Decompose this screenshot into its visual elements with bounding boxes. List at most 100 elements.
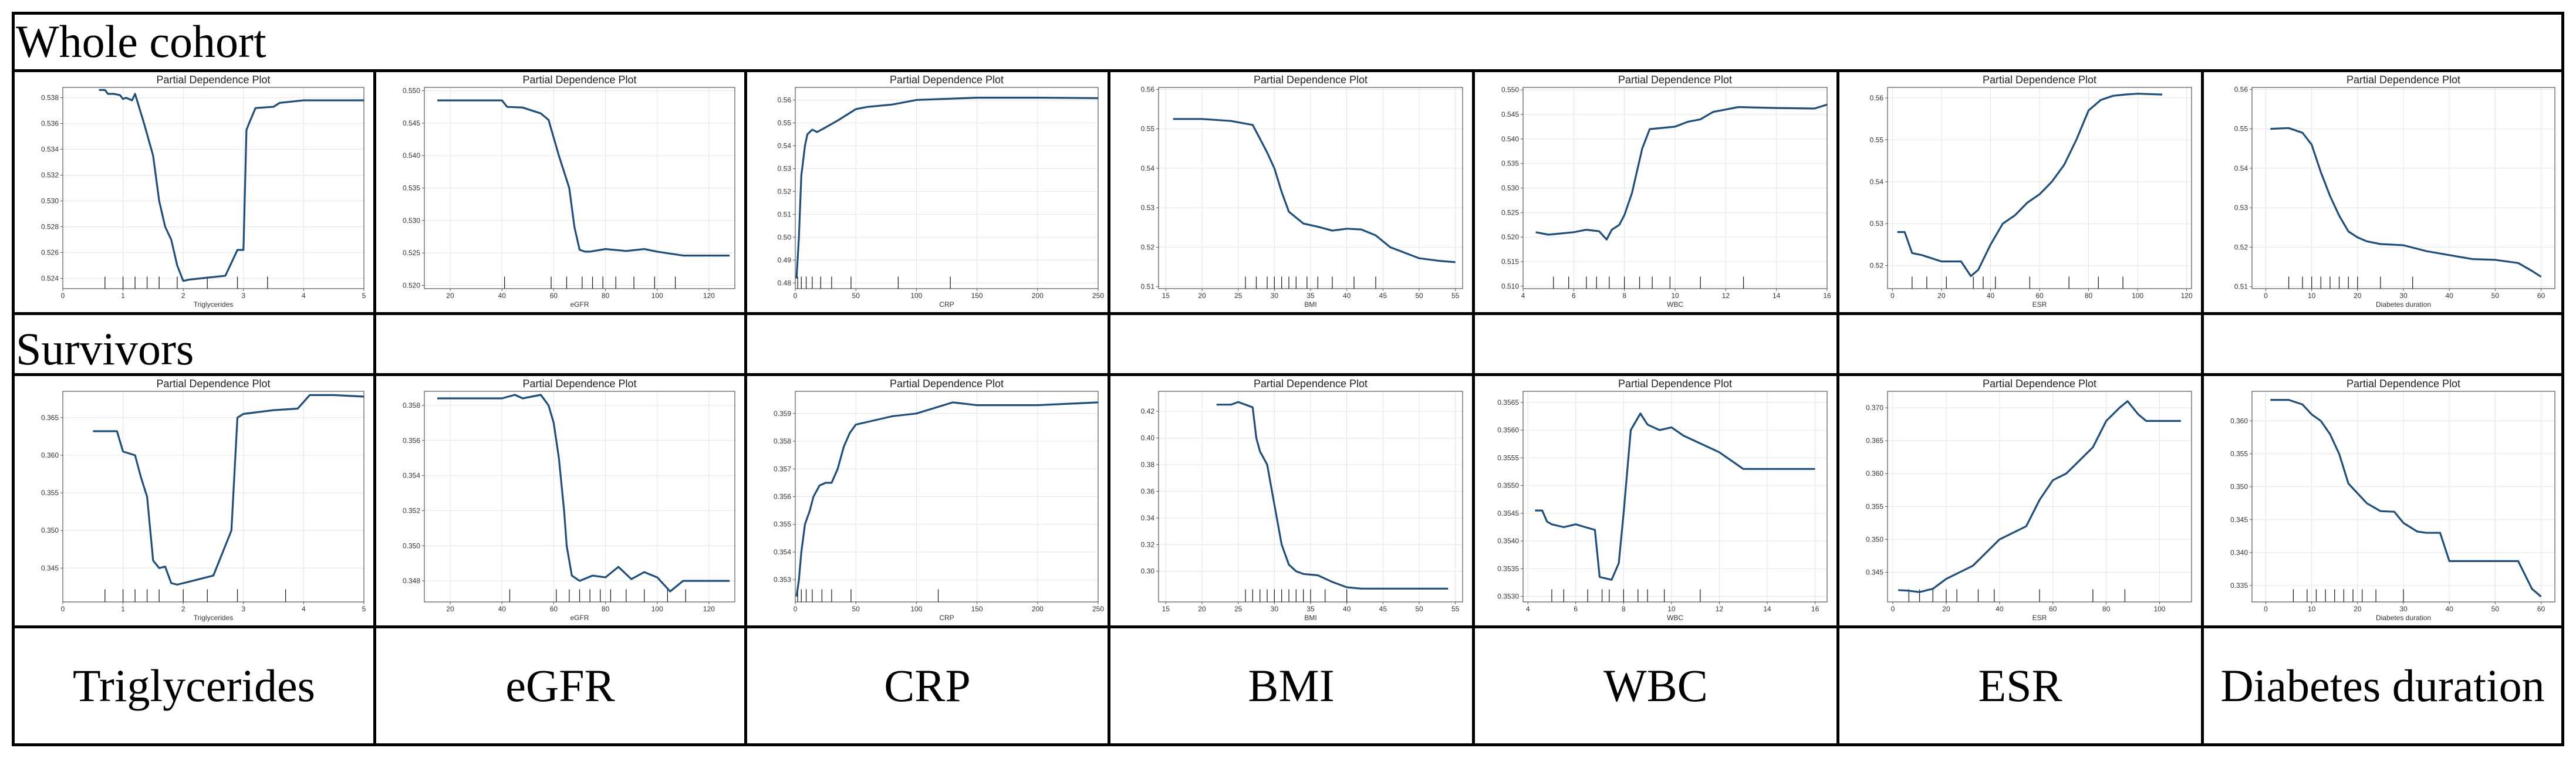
y-tick-label: 0.52 [778, 187, 792, 195]
x-tick-label: 120 [2181, 292, 2193, 300]
y-tick-label: 0.345 [1866, 568, 1883, 577]
x-tick-label: 14 [1773, 292, 1781, 300]
chart-title: Partial Dependence Plot [156, 378, 270, 390]
x-tick-label: 6 [1572, 292, 1576, 300]
x-tick-label: 60 [550, 605, 558, 613]
y-tick-label: 0.54 [2234, 164, 2248, 172]
x-axis-label: Triglycerides [194, 614, 234, 622]
y-tick-label: 0.355 [774, 520, 791, 529]
x-tick-label: 100 [2153, 605, 2165, 613]
column-divider [1108, 69, 1110, 746]
pdp-line [437, 394, 730, 593]
chart-title: Partial Dependence Plot [1254, 74, 1368, 86]
y-tick-label: 0.540 [403, 151, 420, 160]
x-axis-label: Triglycerides [194, 300, 234, 309]
column-divider [744, 69, 747, 746]
pdp-chart-cell: Partial Dependence Plot 4 6 8 10 12 14 16 0.3530… [1475, 376, 1836, 625]
y-tick-label: 0.357 [774, 465, 791, 473]
divider [12, 373, 2564, 376]
x-tick-label: 8 [1622, 605, 1626, 613]
y-tick-label: 0.534 [41, 145, 59, 154]
y-tick-label: 0.350 [41, 526, 59, 534]
x-tick-label: 40 [1996, 605, 2004, 613]
x-tick-label: 0 [1891, 605, 1895, 613]
x-tick-label: 60 [550, 292, 558, 300]
y-tick-label: 0.348 [403, 577, 420, 585]
y-tick-label: 0.345 [41, 564, 59, 572]
x-tick-label: 2 [181, 605, 185, 613]
x-axis-label: eGFR [570, 614, 589, 622]
pdp-chart-cell: Partial Dependence Plot 0 20 40 60 80 100 120 0.… [1839, 72, 2201, 312]
x-tick-label: 80 [602, 605, 610, 613]
x-tick-label: 60 [2049, 605, 2057, 613]
x-tick-label: 200 [1032, 292, 1044, 300]
column-divider [1472, 69, 1475, 746]
x-tick-label: 1 [121, 605, 125, 613]
y-tick-label: 0.350 [403, 542, 420, 550]
feature-label-esr: ESR [1978, 659, 2062, 711]
y-tick-label: 0.520 [1501, 233, 1519, 241]
x-tick-label: 50 [1415, 605, 1423, 613]
y-tick-label: 0.358 [403, 401, 420, 410]
column-divider [1836, 69, 1839, 746]
pdp-chart-cell: Partial Dependence Plot 0 50 100 150 200 250 0.… [747, 376, 1108, 625]
x-tick-label: 12 [1716, 605, 1724, 613]
x-tick-label: 35 [1306, 605, 1315, 613]
x-axis-label: CRP [939, 614, 954, 622]
y-tick-label: 0.360 [41, 451, 59, 459]
pdp-chart-cell: Partial Dependence Plot 0 20 40 60 80 100 0.345… [1839, 376, 2201, 625]
y-tick-label: 0.51 [2234, 283, 2248, 291]
y-tick-label: 0.530 [41, 197, 59, 205]
y-tick-label: 0.550 [403, 87, 420, 95]
x-tick-label: 30 [1271, 292, 1279, 300]
x-tick-label: 55 [1451, 292, 1460, 300]
pdp-chart-cell: Partial Dependence Plot 20 40 60 80 100 120 0.3… [376, 376, 744, 625]
y-tick-label: 0.355 [2230, 450, 2248, 458]
x-tick-label: 40 [1343, 292, 1351, 300]
chart-title: Partial Dependence Plot [890, 378, 1004, 390]
y-tick-label: 0.3560 [1497, 426, 1519, 434]
y-tick-label: 0.356 [403, 436, 420, 445]
pdp-line [795, 401, 1099, 597]
pdp-chart: Partial Dependence Plot 0 1 2 3 4 5 0.345 0.350 0… [41, 378, 366, 622]
y-tick-label: 0.340 [2230, 549, 2248, 557]
y-tick-label: 0.356 [774, 493, 791, 501]
y-tick-label: 0.54 [778, 141, 792, 150]
pdp-chart: Partial Dependence Plot 15 20 25 30 35 40 45 50 5… [1141, 378, 1463, 622]
x-tick-label: 60 [2035, 292, 2044, 300]
x-tick-label: 16 [1811, 605, 1819, 613]
feature-label-wbc: WBC [1603, 659, 1708, 711]
y-tick-label: 0.540 [1501, 135, 1519, 143]
x-tick-label: 0 [794, 605, 798, 613]
y-tick-label: 0.54 [1870, 178, 1884, 186]
y-tick-label: 0.53 [778, 164, 792, 172]
x-tick-label: 120 [703, 605, 715, 613]
y-tick-label: 0.530 [403, 216, 420, 225]
row-title-survivors: Survivors [16, 323, 194, 374]
x-tick-label: 50 [2491, 605, 2500, 613]
pdp-line [2270, 127, 2542, 278]
column-divider [2201, 69, 2204, 746]
x-tick-label: 20 [2354, 605, 2362, 613]
x-tick-label: 6 [1574, 605, 1578, 613]
x-tick-label: 40 [1987, 292, 1995, 300]
x-tick-label: 150 [971, 605, 983, 613]
pdp-chart: Partial Dependence Plot 0 50 100 150 200 250 0.… [778, 74, 1105, 309]
x-tick-label: 40 [498, 605, 507, 613]
x-axis-label: WBC [1667, 300, 1683, 309]
x-tick-label: 250 [1092, 292, 1104, 300]
y-tick-label: 0.55 [1141, 125, 1155, 133]
y-tick-label: 0.30 [1141, 567, 1155, 576]
chart-title: Partial Dependence Plot [522, 74, 636, 86]
y-tick-label: 0.55 [1870, 136, 1884, 144]
x-tick-label: 250 [1092, 605, 1104, 613]
x-axis-label: ESR [2033, 300, 2047, 309]
chart-title: Partial Dependence Plot [522, 378, 636, 390]
x-tick-label: 80 [2102, 605, 2111, 613]
x-tick-label: 0 [61, 292, 65, 300]
x-tick-label: 20 [1198, 605, 1206, 613]
plot-frame [424, 391, 735, 603]
y-tick-label: 0.56 [1141, 85, 1155, 93]
x-tick-label: 3 [241, 292, 245, 300]
y-tick-label: 0.510 [1501, 282, 1519, 290]
